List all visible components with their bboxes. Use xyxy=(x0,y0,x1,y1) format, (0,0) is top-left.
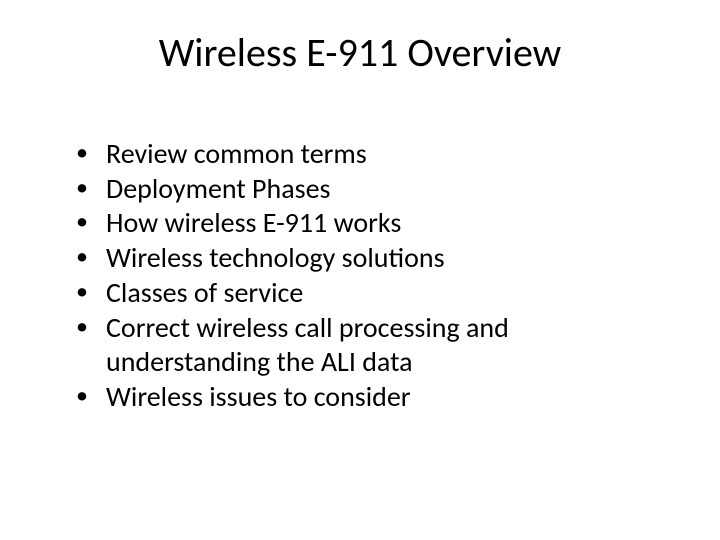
list-item: Deployment Phases xyxy=(76,172,660,207)
list-item: Wireless technology solutions xyxy=(76,241,660,276)
bullet-list: Review common terms Deployment Phases Ho… xyxy=(60,137,660,415)
list-item: Correct wireless call processing and und… xyxy=(76,311,660,380)
list-item: Classes of service xyxy=(76,276,660,311)
list-item: How wireless E-911 works xyxy=(76,206,660,241)
slide-title: Wireless E-911 Overview xyxy=(60,28,660,77)
list-item: Review common terms xyxy=(76,137,660,172)
slide: Wireless E-911 Overview Review common te… xyxy=(0,0,720,540)
list-item: Wireless issues to consider xyxy=(76,380,660,415)
